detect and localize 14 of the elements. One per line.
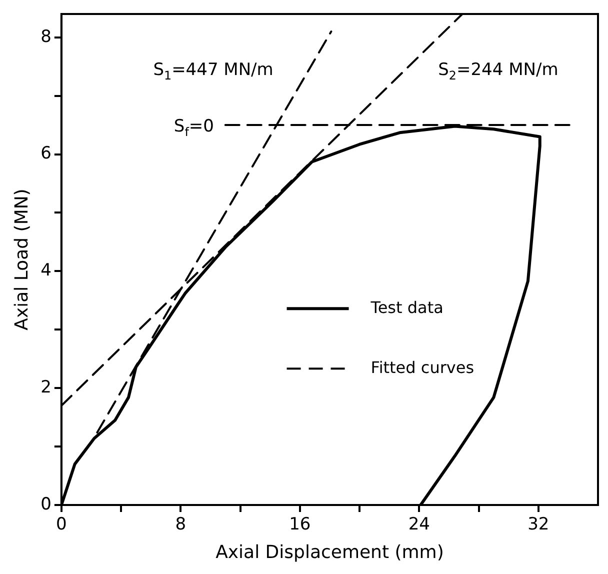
y-tick-label: 2 (40, 378, 52, 398)
y-axis-title: Axial Load (MN) (11, 188, 32, 330)
y-tick-label: 8 (40, 26, 52, 47)
x-tick-label: 0 (56, 514, 67, 535)
y-tick-label: 0 (40, 494, 52, 514)
y-tick-label: 4 (40, 260, 52, 281)
x-axis-title: Axial Displacement (mm) (216, 542, 444, 563)
legend-label: Test data (370, 298, 444, 317)
legend-label: Fitted curves (370, 358, 474, 377)
x-tick-label: 32 (528, 514, 550, 535)
x-tick-label: 8 (175, 514, 186, 535)
y-tick-label: 6 (40, 144, 52, 164)
x-tick-label: 16 (289, 514, 311, 535)
x-tick-label: 24 (408, 514, 430, 535)
